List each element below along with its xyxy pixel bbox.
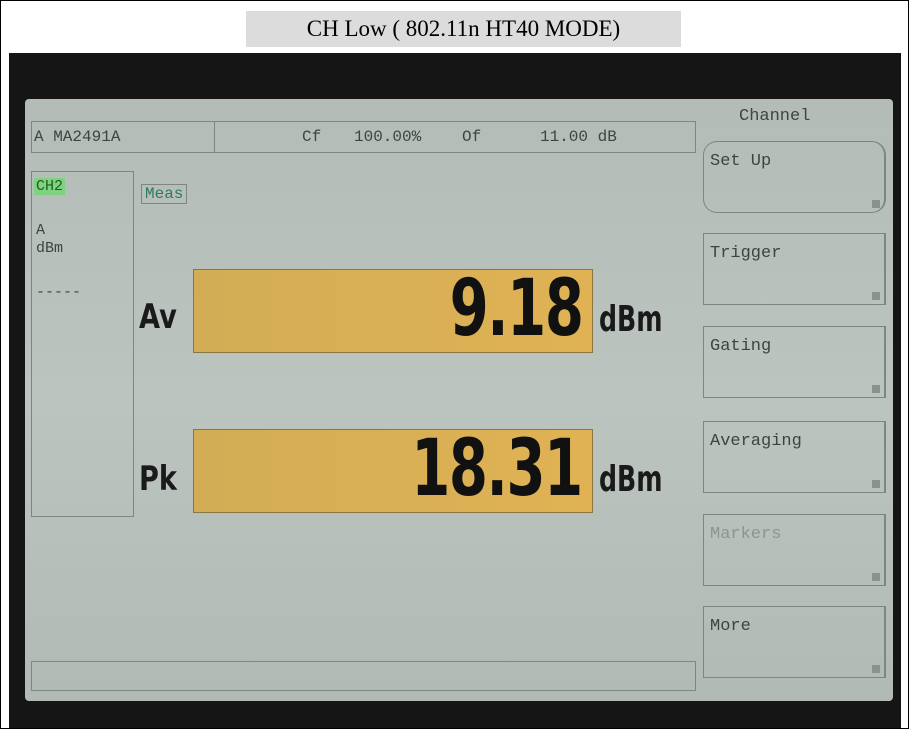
reading-unit: dBm [599, 459, 663, 500]
menu-button[interactable]: Averaging [703, 421, 886, 493]
reading-label: Av [139, 297, 177, 337]
reading-unit: dBm [599, 299, 663, 340]
reading-box: 9.18 [193, 264, 593, 354]
sensor-model: A MA2491A [34, 122, 215, 152]
menu-button[interactable]: Gating [703, 326, 886, 398]
unit-label: dBm [36, 240, 64, 257]
limit-label: ----- [36, 284, 82, 301]
menu-button[interactable]: Trigger [703, 233, 886, 305]
reading-value: 18.31 [411, 424, 584, 514]
of-label: Of [462, 128, 482, 146]
page-title: CH Low ( 802.11n HT40 MODE) [246, 11, 681, 47]
menu-button[interactable]: Markers [703, 514, 886, 586]
of-value: 11.00 dB [540, 128, 617, 146]
channel-panel: CH2 A dBm ----- [31, 171, 134, 517]
menu-button[interactable]: More [703, 606, 886, 678]
header-bar: A MA2491A Cf 100.00% Of 11.00 dB [31, 121, 696, 153]
sensor-label: A [36, 222, 46, 239]
reading-value: 9.18 [449, 264, 583, 354]
menu-title: Channel [739, 107, 811, 126]
status-bar [31, 661, 696, 691]
cf-value: 100.00% [354, 128, 422, 146]
reading-box: 18.31 [193, 424, 593, 514]
channel-label: CH2 [34, 178, 66, 195]
reading-label: Pk [139, 459, 178, 499]
menu-button[interactable]: Set Up [703, 141, 886, 213]
meas-label: Meas [141, 184, 188, 204]
device-screen [25, 99, 893, 701]
cf-label: Cf [302, 128, 322, 146]
